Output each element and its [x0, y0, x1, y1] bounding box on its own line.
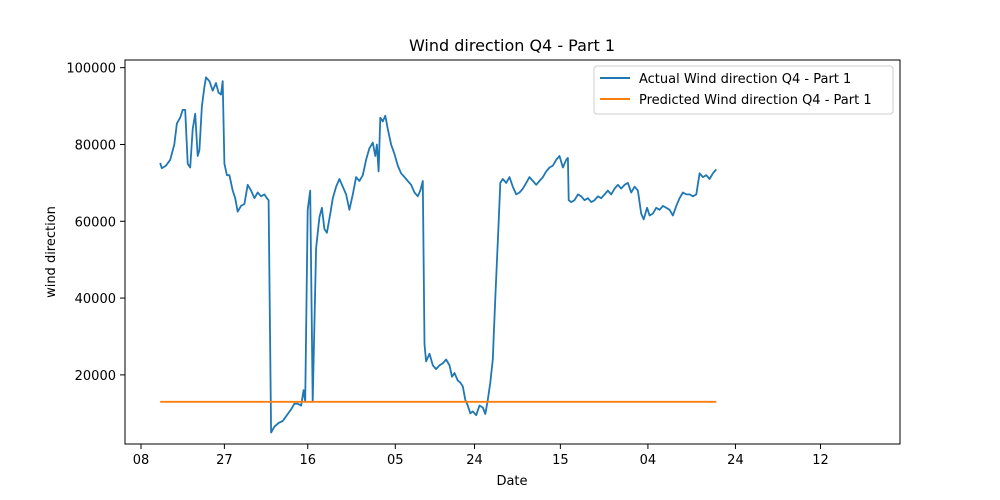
plot-frame: [124, 59, 901, 445]
y-axis-title: wind direction: [44, 206, 59, 298]
x-tick-label: 04: [640, 453, 657, 468]
x-tick-label: 05: [387, 453, 404, 468]
plot-area: [125, 60, 900, 444]
y-tick-label: 100000: [66, 62, 116, 77]
x-tick-label: 12: [812, 453, 829, 468]
x-tick-label: 08: [133, 453, 150, 468]
series-line-actual: [159, 76, 717, 434]
y-tick-label: 20000: [75, 369, 116, 384]
x-tick-label: 24: [727, 453, 744, 468]
y-tick-label: 40000: [75, 292, 116, 307]
chart-title: Wind direction Q4 - Part 1: [409, 36, 615, 55]
y-ticks: 20000 40000 60000 80000 100000: [66, 62, 125, 384]
x-axis-title: Date: [496, 474, 527, 489]
series-layer: [159, 76, 717, 434]
legend: Actual Wind direction Q4 - Part 1 Predic…: [593, 65, 894, 115]
y-tick-label: 80000: [75, 138, 116, 153]
x-tick-label: 15: [552, 453, 569, 468]
x-tick-label: 24: [466, 453, 483, 468]
legend-label-actual: Actual Wind direction Q4 - Part 1: [639, 72, 851, 87]
x-tick-label: 27: [216, 453, 233, 468]
x-ticks: 08 27 16 05 24 15 04 24 12: [133, 444, 829, 468]
legend-label-predicted: Predicted Wind direction Q4 - Part 1: [639, 93, 872, 108]
x-tick-label: 16: [299, 453, 316, 468]
y-tick-label: 60000: [75, 215, 116, 230]
legend-box: [593, 65, 894, 115]
